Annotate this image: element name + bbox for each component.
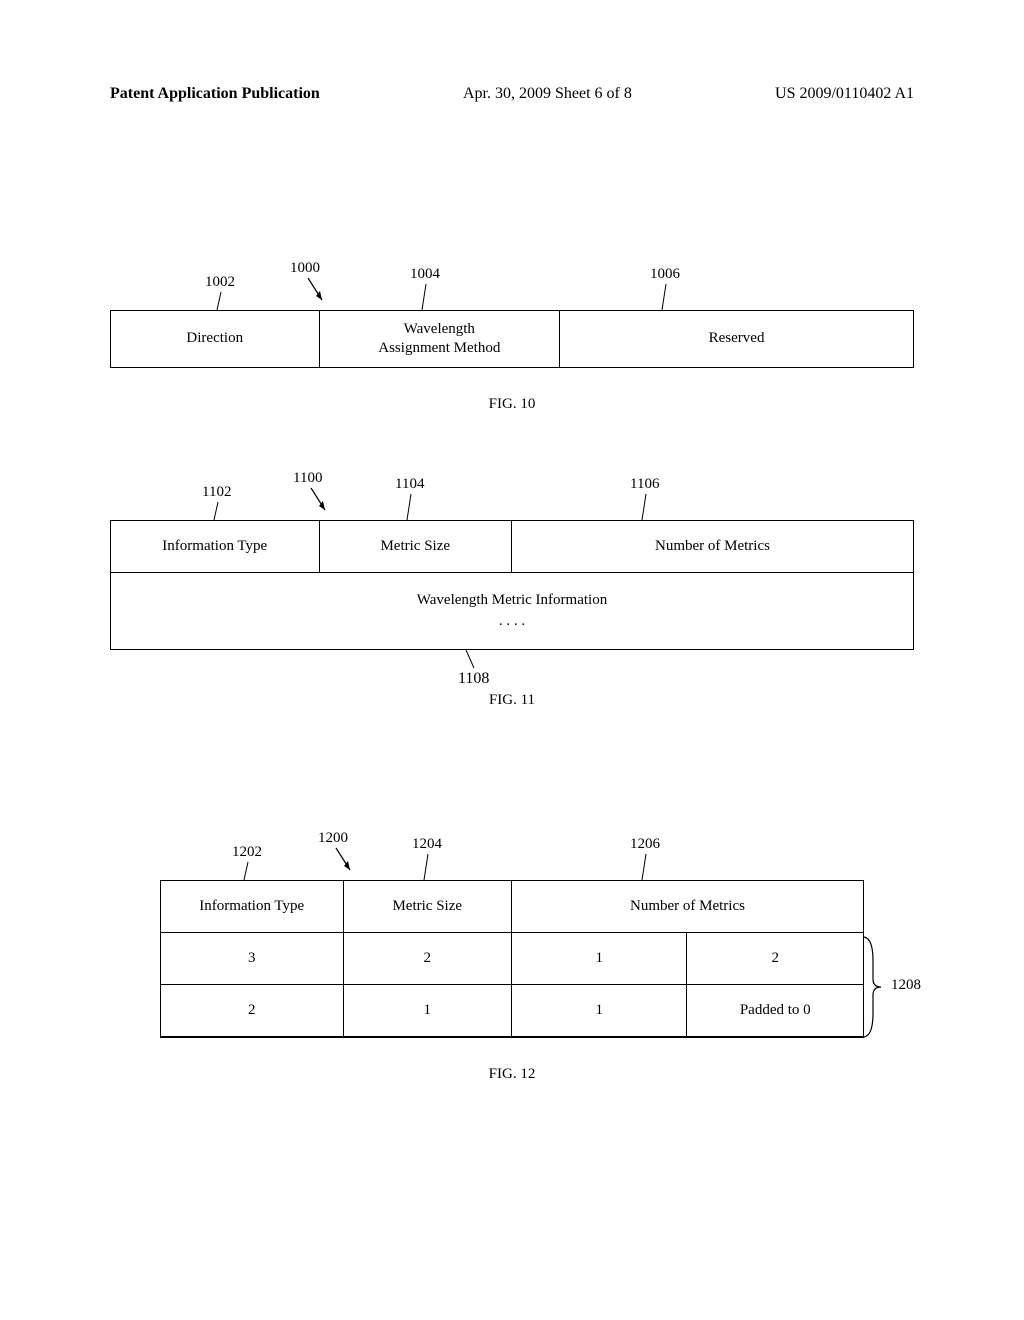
cell-r1c3: Padded to 0 (687, 985, 863, 1036)
arrow-1000 (308, 278, 328, 306)
hcell-info-type: Information Type (161, 881, 344, 932)
label-1206: 1206 (630, 836, 660, 853)
brace-icon (863, 935, 885, 1039)
cell-metric-size: Metric Size (320, 521, 512, 572)
table-fig11-body: Wavelength Metric Information . . . . (110, 572, 914, 650)
cell-r0c2: 1 (512, 933, 688, 984)
label-1106: 1106 (630, 476, 659, 493)
label-1200: 1200 (318, 830, 348, 847)
cell-r1c0: 2 (161, 985, 344, 1036)
caption-fig10: FIG. 10 (110, 396, 914, 413)
table-fig11-header: Information Type Metric Size Number of M… (110, 520, 914, 572)
label-1004: 1004 (410, 266, 440, 283)
table-row: 3 2 1 2 (161, 933, 863, 985)
label-1108: 1108 (458, 670, 489, 688)
caption-fig12: FIG. 12 (160, 1066, 864, 1083)
arrow-1100 (311, 488, 331, 516)
cell-ellipsis: . . . . (499, 613, 525, 630)
header-center: Apr. 30, 2009 Sheet 6 of 8 (463, 85, 632, 103)
label-1006: 1006 (650, 266, 680, 283)
cell-wam: Wavelength Assignment Method (320, 311, 561, 367)
cell-reserved: Reserved (560, 311, 913, 367)
label-1000: 1000 (290, 260, 320, 277)
cell-r1c1: 1 (344, 985, 512, 1036)
label-1002: 1002 (205, 274, 235, 291)
hcell-metric-size: Metric Size (344, 881, 512, 932)
pointer-1206 (642, 854, 650, 880)
cell-r1c2: 1 (512, 985, 688, 1036)
pointer-1202 (244, 862, 252, 880)
cell-num-metrics: Number of Metrics (512, 521, 913, 572)
pointer-1108 (466, 650, 478, 668)
fig11-labels: 1100 1102 1104 1106 (110, 470, 914, 520)
pointer-1006 (662, 284, 670, 310)
fig10-labels: 1000 1002 1004 1006 (110, 260, 914, 310)
table-fig12-header-row: Information Type Metric Size Number of M… (161, 881, 863, 933)
cell-info-type: Information Type (111, 521, 320, 572)
fig12-labels: 1200 1202 1204 1206 (160, 830, 864, 880)
table-row: 2 1 1 Padded to 0 (161, 985, 863, 1037)
cell-direction: Direction (111, 311, 320, 367)
pointer-1102 (214, 502, 222, 520)
cell-r0c0: 3 (161, 933, 344, 984)
label-1104: 1104 (395, 476, 424, 493)
table-fig10: Direction Wavelength Assignment Method R… (110, 310, 914, 368)
cell-wmi: Wavelength Metric Information (417, 592, 607, 609)
fig11-bottom-label: 1108 (110, 650, 914, 680)
label-1102: 1102 (202, 484, 231, 501)
label-1100: 1100 (293, 470, 322, 487)
figure-10: 1000 1002 1004 1006 Direction Wavelength… (110, 260, 914, 413)
figure-12: 1200 1202 1204 1206 Information Type Met… (160, 830, 864, 1083)
header-left: Patent Application Publication (110, 85, 320, 103)
page-header: Patent Application Publication Apr. 30, … (110, 85, 914, 103)
pointer-1204 (424, 854, 432, 880)
hcell-num-metrics: Number of Metrics (512, 881, 863, 932)
label-1202: 1202 (232, 844, 262, 861)
caption-fig11: FIG. 11 (110, 692, 914, 709)
label-1208: 1208 (891, 977, 921, 994)
pointer-1002 (217, 292, 225, 310)
header-right: US 2009/0110402 A1 (775, 85, 914, 103)
figure-11: 1100 1102 1104 1106 Information Type Met… (110, 470, 914, 709)
pointer-1104 (407, 494, 415, 520)
cell-r0c3: 2 (687, 933, 863, 984)
arrow-1200 (336, 848, 356, 876)
table-fig12: Information Type Metric Size Number of M… (160, 880, 864, 1038)
pointer-1004 (422, 284, 430, 310)
pointer-1106 (642, 494, 650, 520)
label-1204: 1204 (412, 836, 442, 853)
cell-r0c1: 2 (344, 933, 512, 984)
